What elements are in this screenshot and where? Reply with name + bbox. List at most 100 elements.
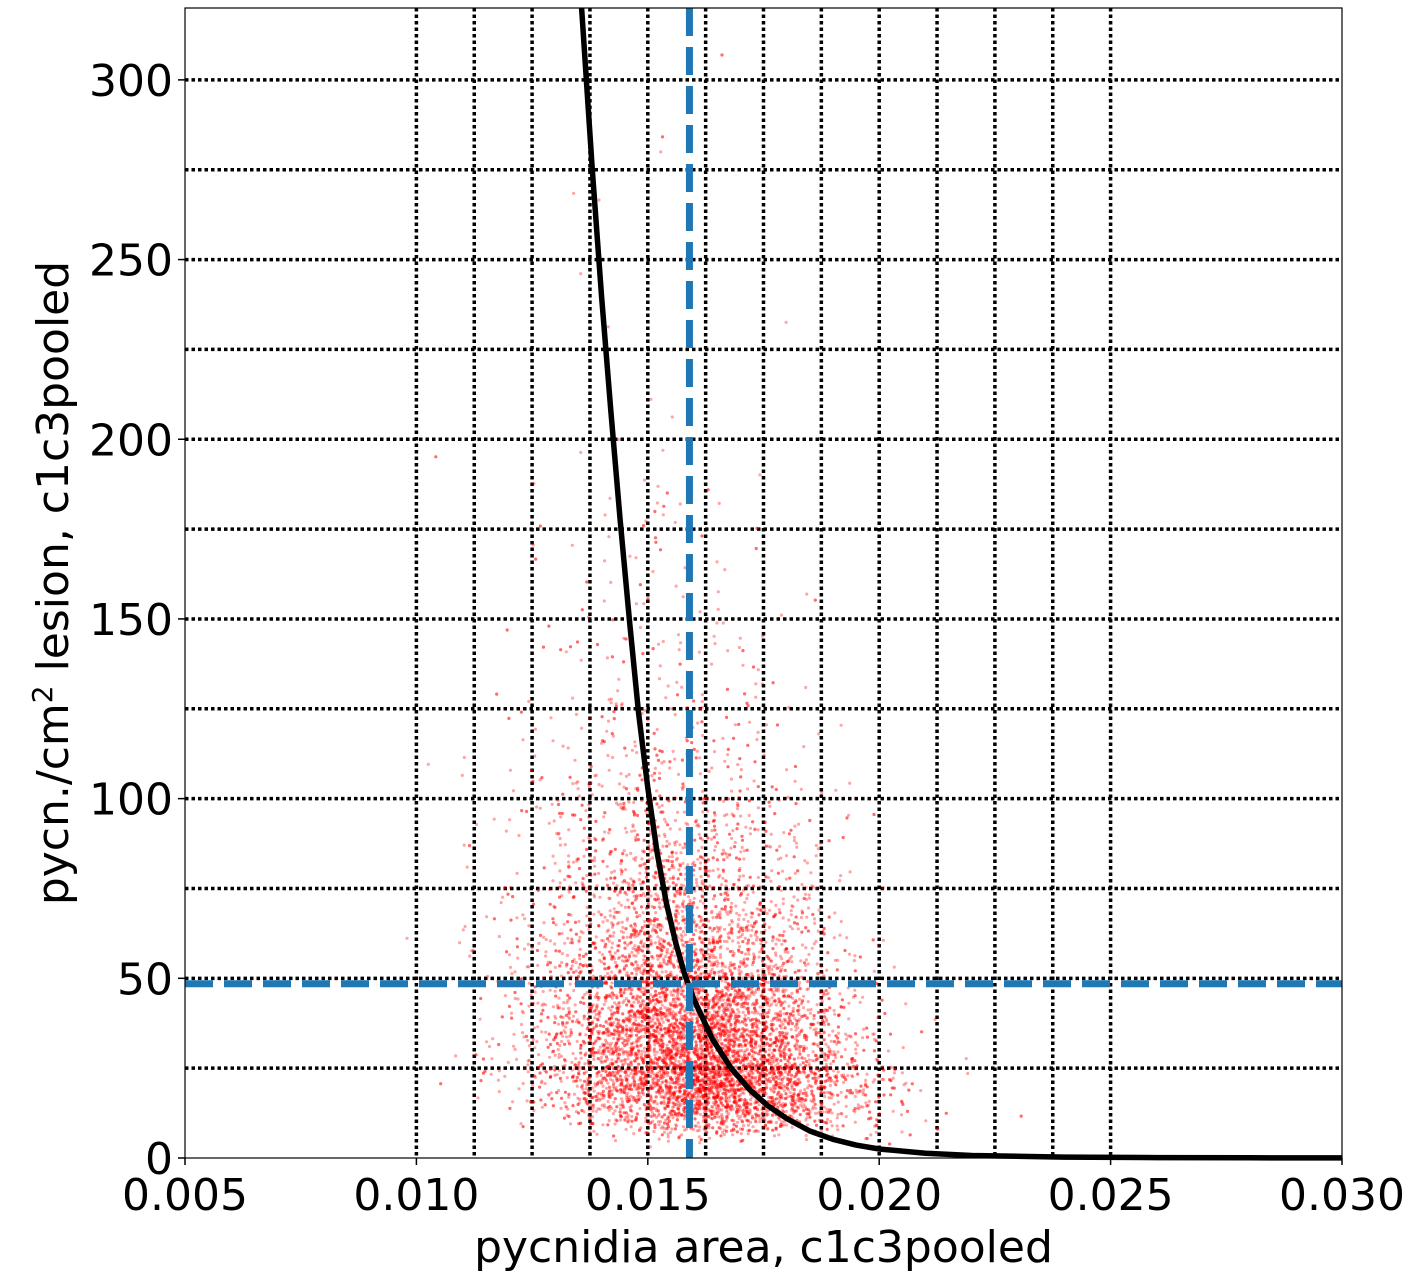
scatter-point [692, 920, 697, 924]
scatter-point [655, 727, 659, 732]
scatter-point [724, 1044, 728, 1048]
scatter-point [847, 1001, 851, 1005]
scatter-point [780, 1120, 784, 1124]
scatter-point [789, 1067, 793, 1071]
scatter-point [471, 948, 475, 953]
scatter-point [851, 995, 856, 999]
scatter-point [563, 1031, 568, 1035]
scatter-point [758, 1005, 762, 1009]
scatter-point [718, 873, 722, 878]
scatter-point [609, 701, 613, 705]
scatter-point [694, 877, 699, 882]
scatter-point [682, 1117, 687, 1121]
scatter-point [661, 1020, 665, 1024]
scatter-point [715, 964, 719, 968]
scatter-point [752, 779, 756, 783]
scatter-point [520, 1009, 525, 1013]
scatter-point [781, 988, 785, 992]
scatter-point [820, 1050, 824, 1054]
scatter-point [405, 936, 409, 940]
scatter-point [491, 1037, 495, 1041]
scatter-point [587, 916, 592, 920]
scatter-point [667, 855, 671, 859]
scatter-point [795, 845, 799, 849]
scatter-point [791, 1093, 796, 1097]
scatter-point [724, 852, 729, 856]
scatter-point [632, 1132, 636, 1136]
scatter-point [674, 851, 678, 855]
scatter-point [793, 824, 797, 828]
scatter-point [725, 1018, 729, 1023]
scatter-point [547, 1093, 551, 1097]
scatter-point [711, 1084, 715, 1088]
scatter-point [673, 1044, 677, 1048]
scatter-point [590, 1115, 595, 1119]
scatter-point [632, 953, 636, 958]
scatter-point [587, 1064, 591, 1068]
scatter-point [832, 1008, 836, 1013]
scatter-point [772, 1084, 776, 1088]
scatter-point [662, 994, 666, 998]
scatter-point [624, 927, 628, 931]
scatter-point [715, 621, 719, 625]
scatter-point [644, 519, 648, 523]
scatter-point [532, 1026, 537, 1030]
scatter-point [621, 1001, 625, 1005]
scatter-point [640, 963, 644, 968]
scatter-point [624, 1024, 629, 1028]
scatter-point [708, 884, 712, 888]
scatter-point [607, 1091, 611, 1095]
scatter-point [793, 779, 797, 783]
scatter-point [651, 856, 655, 860]
scatter-point [731, 939, 735, 943]
scatter-point [764, 1111, 768, 1115]
scatter-point [777, 974, 781, 978]
scatter-point [777, 966, 781, 970]
scatter-point [881, 938, 886, 942]
scatter-point [620, 920, 624, 924]
scatter-point [804, 946, 808, 950]
scatter-point [606, 753, 610, 758]
scatter-point [761, 1066, 766, 1070]
scatter-point [847, 813, 851, 817]
scatter-point [664, 1091, 669, 1095]
scatter-point [748, 987, 752, 992]
scatter-point [620, 1081, 624, 1085]
scatter-point [666, 962, 670, 966]
scatter-point [805, 987, 809, 992]
scatter-point [561, 1015, 565, 1020]
scatter-point [659, 923, 663, 928]
scatter-point [762, 1081, 766, 1086]
scatter-point [820, 791, 824, 795]
scatter-point [517, 833, 521, 838]
scatter-point [713, 642, 717, 646]
scatter-point [807, 896, 812, 900]
scatter-point [600, 1093, 604, 1097]
scatter-point [612, 907, 616, 911]
scatter-point [642, 958, 646, 962]
scatter-point [649, 397, 653, 401]
scatter-point [634, 897, 638, 901]
scatter-point [548, 939, 553, 943]
scatter-point [634, 954, 638, 958]
scatter-point [567, 1006, 571, 1011]
scatter-point [603, 513, 607, 517]
scatter-point [679, 938, 684, 942]
scatter-point [573, 1003, 577, 1007]
scatter-point [703, 975, 707, 979]
scatter-point [711, 869, 715, 873]
scatter-point [636, 995, 640, 999]
scatter-point [788, 1049, 792, 1053]
scatter-point [710, 1062, 714, 1067]
scatter-point [744, 1069, 748, 1073]
scatter-point [681, 1125, 686, 1129]
scatter-point [600, 1103, 604, 1107]
scatter-point [728, 936, 732, 940]
scatter-point [680, 1098, 684, 1103]
scatter-point [646, 718, 650, 722]
scatter-point [763, 962, 767, 967]
scatter-point [695, 1129, 699, 1133]
scatter-point [726, 1084, 730, 1088]
scatter-point [829, 1119, 833, 1124]
scatter-point [650, 986, 654, 990]
